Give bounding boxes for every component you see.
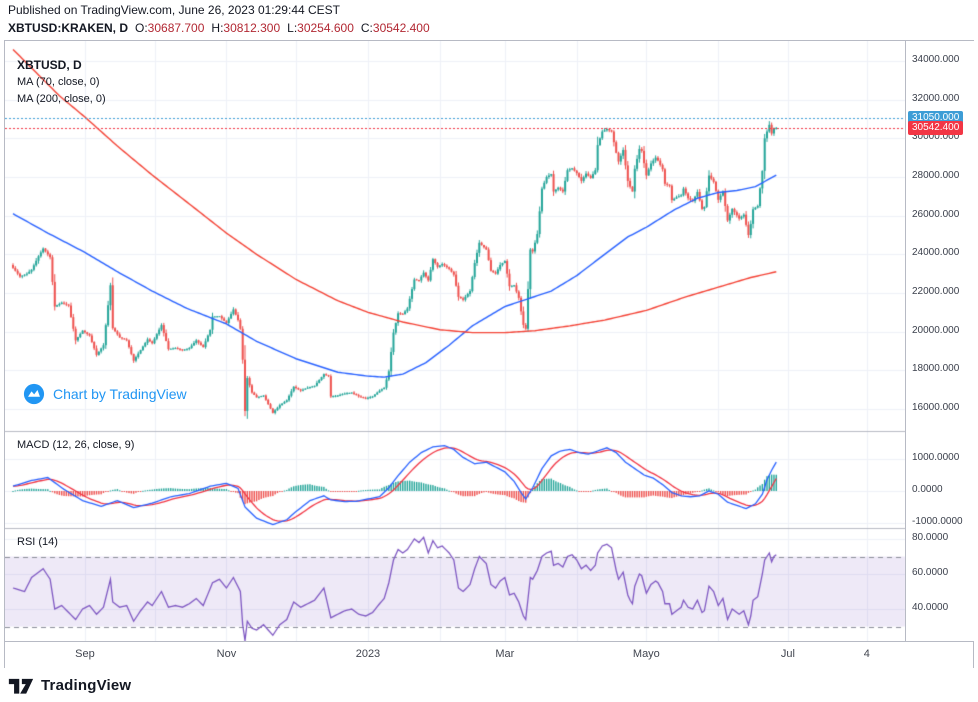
legend-ma70[interactable]: MA (70, close, 0) [17, 76, 100, 88]
main-pane-legend: XBTUSD, D MA (70, close, 0) MA (200, clo… [17, 57, 106, 108]
price-chart-canvas[interactable] [5, 41, 905, 641]
tradingview-cloud-icon [23, 383, 45, 405]
time-axis-label: Nov [216, 648, 237, 660]
ohlc-value: 30542.400 [372, 21, 430, 35]
price-axis[interactable]: 34000.000 32000.000 30000.000 28000.000 2600… [905, 41, 974, 641]
tradingview-logo-icon [8, 678, 34, 694]
ohlc-value: 30812.300 [223, 21, 281, 35]
last-price-badge: 30542.400 [908, 120, 964, 135]
time-axis-label: Sep [75, 648, 95, 660]
ohlc-key: C: [360, 21, 373, 35]
chart-region: XBTUSD, D MA (70, close, 0) MA (200, clo… [4, 40, 974, 668]
price-axis-label: 18000.000 [912, 363, 960, 375]
footer-brand[interactable]: TradingView [8, 675, 131, 695]
time-axis-label: 4 [863, 648, 870, 660]
watermark-label: Chart by TradingView [53, 386, 187, 402]
legend-ma200[interactable]: MA (200, close, 0) [17, 93, 106, 105]
price-axis-label: 24000.000 [912, 247, 960, 259]
rsi-axis-label: 40.0000 [912, 602, 949, 613]
price-axis-label: 34000.000 [912, 54, 960, 65]
published-caption: Published on TradingView.com, June 26, 2… [8, 3, 340, 17]
price-axis-label: 20000.000 [912, 324, 960, 336]
time-axis-label: Mayo [632, 648, 660, 660]
rsi-legend-label: RSI (14) [17, 536, 58, 548]
macd-axis-label: -1000.0000 [912, 516, 963, 527]
time-axis[interactable]: Sep Nov 2023 Mar Mayo Jul 4 [5, 641, 973, 668]
ohlc-key: L: [287, 21, 298, 35]
macd-pane-legend[interactable]: MACD (12, 26, close, 9) [17, 437, 134, 454]
price-axis-label: 32000.000 [912, 92, 960, 104]
ohlc-key: H: [211, 21, 224, 35]
price-axis-label: 16000.000 [912, 402, 960, 413]
price-axis-label: 30000.000 [912, 131, 960, 143]
time-axis-label: 2023 [355, 648, 381, 660]
time-axis-label: Jul [780, 648, 795, 660]
ohlc-readout: O:30687.700 H:30812.300 L:30254.600 C:30542… [128, 21, 430, 35]
price-axis-label: 28000.000 [912, 170, 960, 181]
macd-axis-label: 1000.0000 [912, 452, 960, 463]
rsi-pane-legend[interactable]: RSI (14) [17, 534, 58, 551]
legend-symbol[interactable]: XBTUSD, D [17, 58, 82, 72]
rsi-axis-label: 80.0000 [912, 532, 949, 543]
rsi-axis-label: 60.0000 [912, 567, 949, 578]
ohlc-value: 30687.700 [147, 21, 205, 35]
price-axis-label: 26000.000 [912, 208, 960, 220]
symbol-title: XBTUSD:KRAKEN, D [8, 21, 128, 35]
footer-brand-label: TradingView [41, 676, 132, 694]
tradingview-watermark[interactable]: Chart by TradingView [23, 383, 187, 405]
ohlc-key: O: [135, 21, 148, 35]
price-axis-label: 22000.000 [912, 286, 960, 297]
symbol-ohlc-line: XBTUSD:KRAKEN, D O:30687.700 H:30812.300 L:… [8, 21, 430, 35]
time-axis-label: Mar [495, 648, 515, 660]
macd-legend-label: MACD (12, 26, close, 9) [17, 439, 135, 451]
macd-axis-label: 0.0000 [912, 484, 943, 495]
ohlc-value: 30254.600 [297, 21, 354, 35]
